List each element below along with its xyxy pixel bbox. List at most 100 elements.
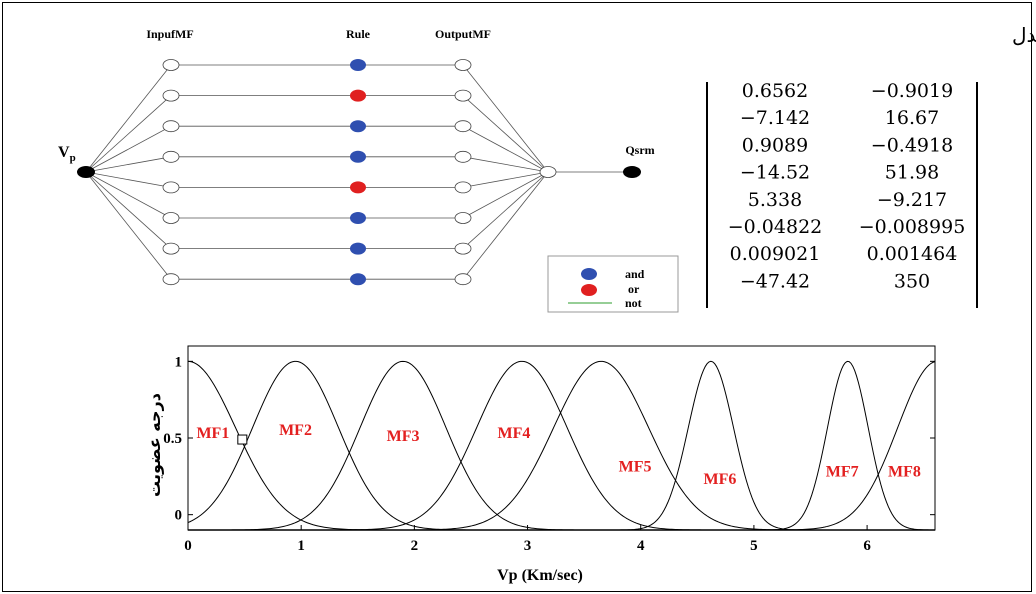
link-mf-output — [462, 156, 549, 173]
link-mf-output — [462, 64, 549, 173]
output-mf-node — [454, 59, 472, 71]
rule-legend: and or not — [547, 255, 679, 313]
link-input-mf — [85, 156, 172, 173]
link-mf-output — [462, 171, 549, 280]
link-input-mf — [85, 95, 172, 173]
label-mf8: MF8 — [888, 463, 921, 480]
rule-node — [350, 89, 366, 102]
input-node-label: Vp — [58, 144, 76, 164]
matrix-cell: −0.04822 — [728, 216, 823, 238]
network-nodes — [77, 59, 641, 286]
input-mf-node — [162, 181, 180, 194]
label-mf1: MF1 — [196, 425, 229, 442]
matrix-cell: −7.142 — [740, 107, 810, 129]
coefficient-matrix: ماتریس ضرایب معادله خروجی مدل 0.6562 −0.9… — [706, 23, 1036, 308]
link-input-mf — [85, 125, 172, 173]
network-connections — [85, 64, 632, 280]
x-tick-label: 4 — [637, 538, 645, 554]
x-axis-label: Vp (Km/sec) — [497, 567, 583, 584]
mf-curve-mf6 — [188, 360, 935, 531]
input-mf-node — [162, 89, 180, 102]
input-mf-node — [162, 120, 180, 133]
mf-curve-mf2 — [187, 360, 935, 531]
input-node-label-sub: p — [70, 152, 76, 164]
input-mf-node — [162, 150, 180, 163]
mf-curve-mf3 — [188, 360, 935, 531]
label-mf5: MF5 — [619, 459, 652, 476]
legend-not-label: not — [625, 296, 642, 310]
rule-node — [350, 242, 366, 255]
rule-node — [350, 150, 366, 163]
y-tick-label: 0.5 — [163, 431, 182, 447]
matrix-cell: 350 — [894, 270, 930, 292]
output-mf-node — [454, 120, 472, 133]
axis-ticks: 0 1 2 3 4 5 6 0 0.5 1 — [163, 354, 935, 554]
legend-or-label: or — [628, 282, 640, 296]
rule-node — [350, 273, 366, 286]
matrix-cell: 0.9089 — [742, 134, 808, 156]
mf-curve-mf4 — [188, 360, 935, 531]
output-mf-header: OutputMF — [435, 27, 491, 41]
mf-curve-mf7 — [188, 360, 936, 531]
matrix-cells: 0.6562 −0.9019 −7.142 16.67 0.9089 −0.4918 −14… — [728, 80, 966, 292]
link-input-mf — [85, 64, 172, 173]
matrix-cell: −14.52 — [740, 162, 810, 184]
y-tick-label: 0 — [175, 508, 183, 524]
x-tick-label: 5 — [750, 538, 758, 554]
matrix-cell: −0.008995 — [859, 216, 966, 238]
output-mf-node — [454, 89, 472, 102]
legend-and-dot — [581, 268, 597, 280]
matrix-cell: 16.67 — [885, 107, 939, 129]
output-node-label: Qsrm — [625, 143, 654, 157]
mf-curve-mf8 — [188, 361, 936, 531]
legend-box — [547, 255, 679, 313]
input-mf-node — [162, 212, 180, 224]
legend-and-label: and — [625, 267, 645, 281]
matrix-cell: 0.009021 — [730, 243, 821, 265]
label-mf6: MF6 — [704, 471, 737, 488]
link-input-mf — [85, 171, 172, 249]
link-input-mf — [85, 171, 172, 219]
input-node-vp — [77, 166, 95, 178]
legend-or-dot — [581, 284, 597, 296]
matrix-cell: −9.217 — [877, 189, 947, 211]
y-axis-label: درجه عضویت — [145, 393, 164, 497]
output-mf-node — [454, 150, 472, 163]
x-tick-label: 3 — [524, 538, 532, 554]
label-mf7: MF7 — [826, 463, 859, 480]
label-mf4: MF4 — [498, 425, 531, 442]
input-mf-node — [162, 242, 180, 255]
matrix-cell: −0.4918 — [871, 134, 953, 156]
output-mf-node — [454, 242, 472, 255]
label-mf3: MF3 — [387, 428, 420, 445]
output-node-qsrm — [623, 166, 641, 178]
rule-node — [350, 120, 366, 133]
link-input-mf — [85, 171, 172, 280]
mf-curve-mf5 — [188, 360, 935, 531]
output-mf-node — [454, 273, 472, 286]
input-mf-node — [162, 59, 180, 71]
rule-header: Rule — [346, 27, 371, 41]
rule-node — [350, 59, 366, 71]
sum-node — [539, 166, 557, 178]
input-mf-header: InpufMF — [146, 27, 193, 41]
link-input-mf — [85, 171, 172, 188]
mf-curves — [187, 360, 936, 531]
x-tick-label: 1 — [297, 538, 305, 554]
anfis-network: InpufMF Rule OutputMF Vp Qsrm and or not — [58, 27, 679, 313]
output-mf-node — [454, 212, 472, 224]
input-mf-node — [162, 273, 180, 286]
mf-curve-mf1 — [187, 360, 935, 531]
membership-chart: 0 1 2 3 4 5 6 0 0.5 1 MF1 MF2 MF3 MF4 MF5 MF6 MF7 MF8 Vp… — [145, 345, 936, 584]
output-mf-node — [454, 181, 472, 194]
rule-node — [350, 181, 366, 194]
link-mf-output — [462, 171, 549, 249]
x-tick-label: 0 — [184, 538, 192, 554]
matrix-cell: −47.42 — [740, 270, 810, 292]
matrix-cell: −0.9019 — [871, 80, 953, 102]
mf-labels: MF1 MF2 MF3 MF4 MF5 MF6 MF7 MF8 — [196, 422, 920, 488]
x-tick-label: 2 — [411, 538, 419, 554]
rule-node — [350, 212, 366, 224]
